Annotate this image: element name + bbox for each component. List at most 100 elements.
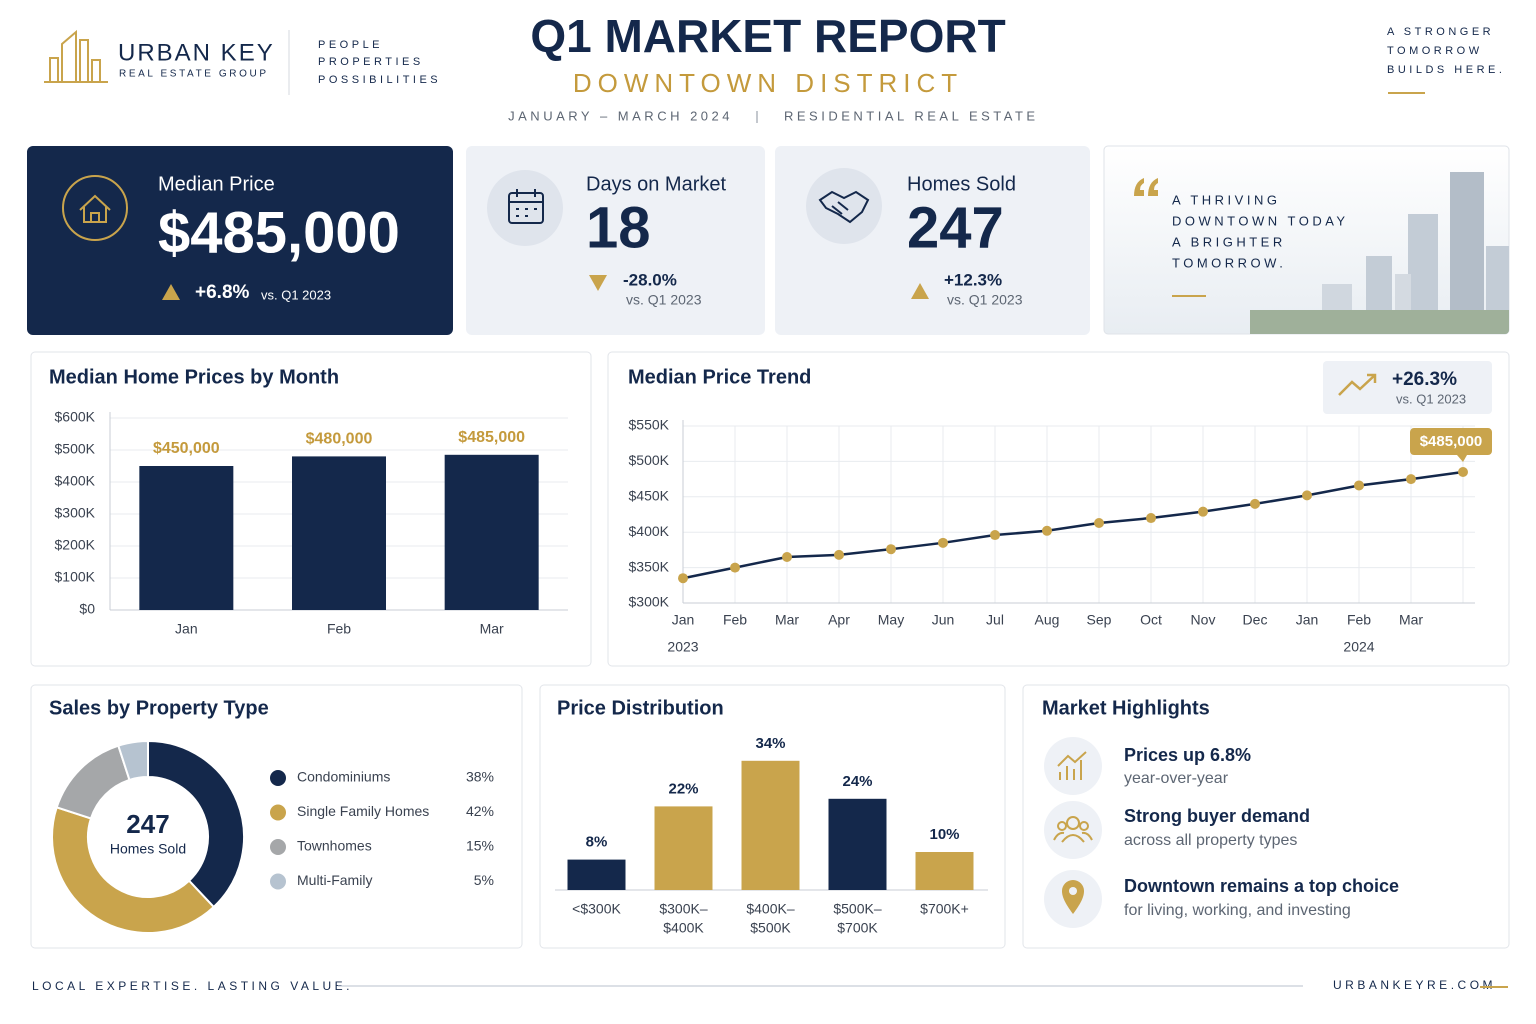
data-point <box>834 549 844 560</box>
data-point <box>886 544 896 555</box>
kpi-change: -28.0% <box>623 270 677 289</box>
period: JANUARY – MARCH 2024 <box>508 108 733 123</box>
bar <box>139 466 234 610</box>
quote-line: A THRIVING <box>1172 192 1280 207</box>
year-label: 2023 <box>667 639 698 655</box>
logo-sub: REAL ESTATE GROUP <box>119 69 269 80</box>
legend-swatch <box>270 873 286 890</box>
y-tick-label: $500K <box>55 441 96 457</box>
calendar-icon <box>508 189 544 224</box>
pin-icon <box>1062 880 1084 914</box>
kpi-value: 247 <box>907 195 1004 260</box>
data-point <box>1198 506 1208 517</box>
logo-name: URBAN KEY <box>118 39 275 66</box>
value-label: $485,000 <box>458 429 525 446</box>
x-tick-label: Jul <box>986 612 1004 628</box>
x-tick-label: Jan <box>175 621 198 637</box>
data-point <box>1042 525 1052 536</box>
data-point <box>1458 467 1468 478</box>
donut-segment <box>147 739 245 909</box>
highlight-text: for living, working, and investing <box>1124 902 1351 919</box>
x-tick-label: Jan <box>1296 612 1319 628</box>
value-label: 22% <box>668 780 698 797</box>
badge-note: vs. Q1 2023 <box>1396 391 1466 406</box>
donut-segment <box>117 739 149 782</box>
bar <box>654 806 713 890</box>
data-point <box>1094 517 1104 528</box>
highlight-title: Prices up 6.8% <box>1124 745 1251 765</box>
highlight-text: year-over-year <box>1124 770 1229 787</box>
value-label: $485,000 <box>1420 433 1483 450</box>
quote-line: TOMORROW. <box>1172 255 1286 270</box>
x-tick-label: $400K– <box>746 901 794 917</box>
data-point <box>1406 474 1416 485</box>
value-label: $450,000 <box>153 440 220 457</box>
tagline: POSSIBILITIES <box>318 74 441 86</box>
motto: BUILDS HERE. <box>1387 64 1505 76</box>
highlight-title: Strong buyer demand <box>1124 806 1310 826</box>
x-tick-label: $700K <box>837 920 878 936</box>
panel-title: Sales by Property Type <box>49 697 269 719</box>
value-label: 24% <box>842 773 872 790</box>
panel <box>1022 684 1510 949</box>
kpi-label: Median Price <box>158 173 275 195</box>
badge-value: +26.3% <box>1392 369 1457 390</box>
legend-label: Single Family Homes <box>297 803 429 819</box>
quote-card <box>1103 145 1510 335</box>
y-tick-label: $550K <box>629 417 670 433</box>
data-point <box>678 573 688 584</box>
year-label: 2024 <box>1343 639 1374 655</box>
quote-mark <box>1134 178 1158 196</box>
y-tick-label: $300K <box>629 594 670 610</box>
data-point <box>1302 490 1312 501</box>
kpi-label: Days on Market <box>586 173 726 195</box>
x-tick-label: $300K– <box>659 901 707 917</box>
bar <box>741 760 800 890</box>
kpi-compare: vs. Q1 2023 <box>947 292 1023 308</box>
value-badge-pointer <box>1457 455 1467 463</box>
x-tick-label: Aug <box>1035 612 1060 628</box>
legend-value: 42% <box>466 803 494 819</box>
x-tick-label: $700K+ <box>920 901 969 917</box>
kpi-compare: vs. Q1 2023 <box>626 292 702 308</box>
footer-right: URBANKEYRE.COM <box>1333 978 1496 992</box>
x-tick-label: Apr <box>828 612 850 628</box>
legend-swatch <box>270 804 286 821</box>
panel-title: Median Home Prices by Month <box>49 366 339 388</box>
value-badge <box>1410 428 1492 456</box>
legend-swatch <box>270 839 286 855</box>
y-tick-label: $600K <box>55 409 96 425</box>
kpi-value: $485,000 <box>158 200 400 265</box>
icon-ring <box>62 175 128 241</box>
direction-arrow <box>911 283 929 299</box>
data-point <box>1146 513 1156 524</box>
kpi-value: 18 <box>586 195 651 260</box>
legend-value: 38% <box>466 769 494 785</box>
x-tick-label: Mar <box>1399 612 1423 628</box>
x-tick-label: Feb <box>1347 612 1371 628</box>
kpi-change: +6.8% <box>195 282 250 303</box>
handshake-icon <box>818 190 870 224</box>
panel-title: Median Price Trend <box>628 366 811 388</box>
legend-label: Multi-Family <box>297 872 372 888</box>
quote-line: DOWNTOWN TODAY <box>1172 213 1349 228</box>
x-tick-label: Sep <box>1087 612 1112 628</box>
x-tick-label: <$300K <box>572 901 621 917</box>
footer-left: LOCAL EXPERTISE. LASTING VALUE. <box>32 979 353 993</box>
house-icon <box>79 194 111 223</box>
x-tick-label: May <box>878 612 904 628</box>
donut-center-value: 247 <box>126 809 169 839</box>
motto: TOMORROW <box>1387 45 1483 57</box>
data-point <box>730 562 740 573</box>
tagline: PEOPLE <box>318 39 383 51</box>
panel-title: Price Distribution <box>557 697 724 719</box>
panel <box>607 351 1510 667</box>
tagline: PROPERTIES <box>318 56 424 68</box>
x-tick-label: Mar <box>775 612 799 628</box>
value-label: 8% <box>586 834 608 851</box>
title: Q1 MARKET REPORT <box>530 10 1005 62</box>
data-point <box>1250 498 1260 509</box>
value-label: $480,000 <box>306 431 373 448</box>
y-tick-label: $200K <box>55 537 96 553</box>
donut-center-label: Homes Sold <box>110 841 186 857</box>
